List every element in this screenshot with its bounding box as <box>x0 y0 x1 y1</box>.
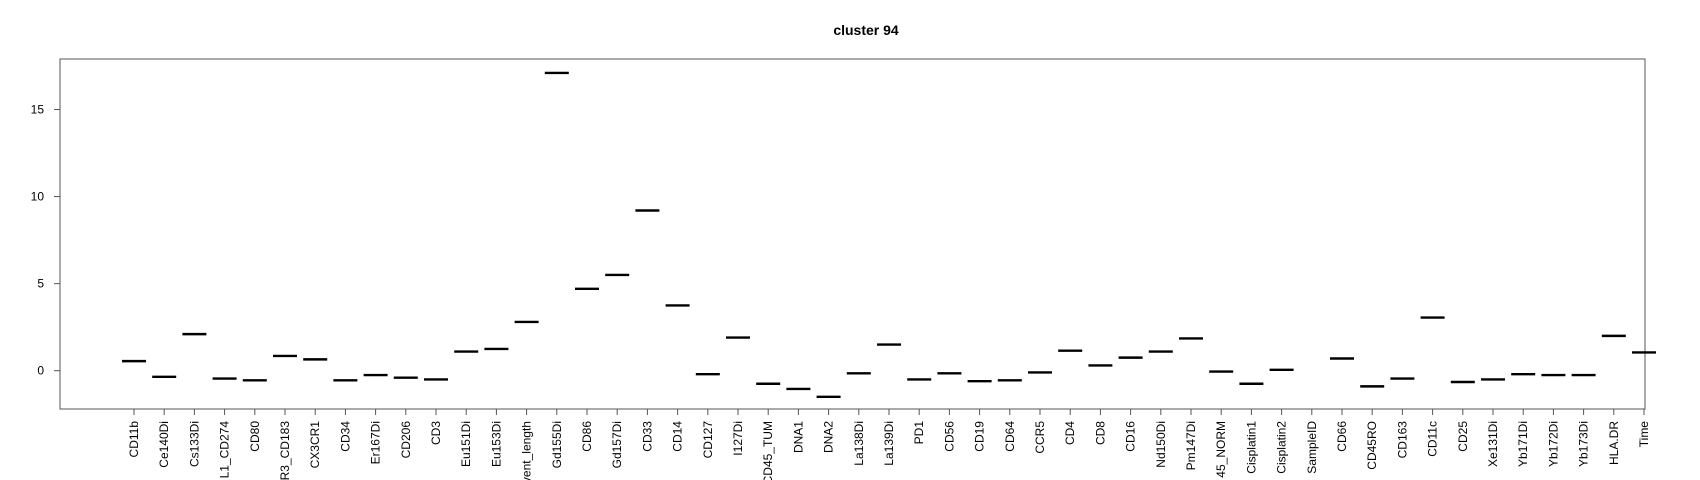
x-tick-label: CCR5 <box>1033 421 1047 454</box>
x-tick-label: CD8 <box>1093 421 1107 445</box>
x-tick-label: CD11b <box>127 421 141 458</box>
x-tick-label: L1_CD274 <box>218 421 232 479</box>
y-axis: 0 5 10 15 <box>31 102 60 378</box>
y-tick-label: 15 <box>31 102 45 116</box>
x-tick-label: Gd157Di <box>610 421 624 468</box>
x-tick-label: Nd150Di <box>1154 421 1168 468</box>
x-tick-label: CD45_TUM <box>761 421 775 480</box>
plot-frame <box>59 58 1646 410</box>
x-tick-label: CD33 <box>640 421 654 452</box>
x-tick-label: Yb171Di <box>1516 421 1530 467</box>
x-tick-label: Yb172Di <box>1546 421 1560 467</box>
x-tick-label: La139Di <box>882 421 896 466</box>
x-tick-label: CX3CR1 <box>308 421 322 469</box>
x-tick-label: Gd155Di <box>550 421 564 468</box>
x-tick-label: CD16 <box>1124 421 1138 452</box>
y-tick-label: 5 <box>37 277 44 291</box>
x-tick-label: Pm147Di <box>1184 421 1198 470</box>
x-tick-label: Cisplatin1 <box>1244 421 1258 474</box>
x-tick-label: CD80 <box>248 421 262 452</box>
data-marks <box>122 71 1656 399</box>
x-tick-label: CD34 <box>338 421 352 452</box>
x-tick-label: Cisplatin2 <box>1275 421 1289 474</box>
x-tick-label: DNA2 <box>822 421 836 453</box>
x-tick-label: CD163 <box>1395 421 1409 459</box>
x-tick-label: CD3 <box>429 421 443 445</box>
x-tick-label: I127Di <box>731 421 745 456</box>
x-tick-label: Cs133Di <box>187 421 201 467</box>
x-tick-label: 45_NORM <box>1214 421 1228 478</box>
x-tick-label: Eu151Di <box>459 421 473 467</box>
x-tick-label: Yb173Di <box>1577 421 1591 467</box>
x-tick-label: R3_CD183 <box>278 421 292 480</box>
x-axis-labels: CD11b Ce140Di Cs133Di L1_CD274 CD80 R3_CD183 C… <box>127 409 1651 480</box>
x-tick-label: CD4 <box>1063 421 1077 445</box>
x-tick-label: Eu153Di <box>489 421 503 467</box>
x-tick-label: CD45RO <box>1365 421 1379 470</box>
x-tick-label: CD206 <box>399 421 413 459</box>
x-tick-label: Er167Di <box>369 421 383 464</box>
x-tick-label: CD86 <box>580 421 594 452</box>
x-tick-label: CD25 <box>1456 421 1470 452</box>
x-tick-label: CD64 <box>1003 421 1017 452</box>
x-tick-label: Xe131Di <box>1486 421 1500 467</box>
y-tick-label: 0 <box>37 364 44 378</box>
x-tick-label: CD66 <box>1335 421 1349 452</box>
y-tick-label: 10 <box>31 190 45 204</box>
x-tick-label: CD11c <box>1426 421 1440 457</box>
x-tick-label: CD19 <box>973 421 987 452</box>
x-tick-label: PD1 <box>912 421 926 445</box>
x-tick-label: SampleID <box>1305 421 1319 474</box>
x-tick-label: Ce140Di <box>157 421 171 468</box>
x-tick-label: La138Di <box>852 421 866 466</box>
x-tick-label: vent_length <box>520 421 534 480</box>
x-tick-label: CD14 <box>671 421 685 452</box>
x-tick-label: DNA1 <box>791 421 805 453</box>
x-tick-label: HLA.DR <box>1607 421 1621 465</box>
chart-title: cluster 94 <box>833 22 899 38</box>
x-tick-label: CD127 <box>701 421 715 459</box>
x-tick-label: CD56 <box>942 421 956 452</box>
x-tick-label: Time <box>1637 421 1651 448</box>
